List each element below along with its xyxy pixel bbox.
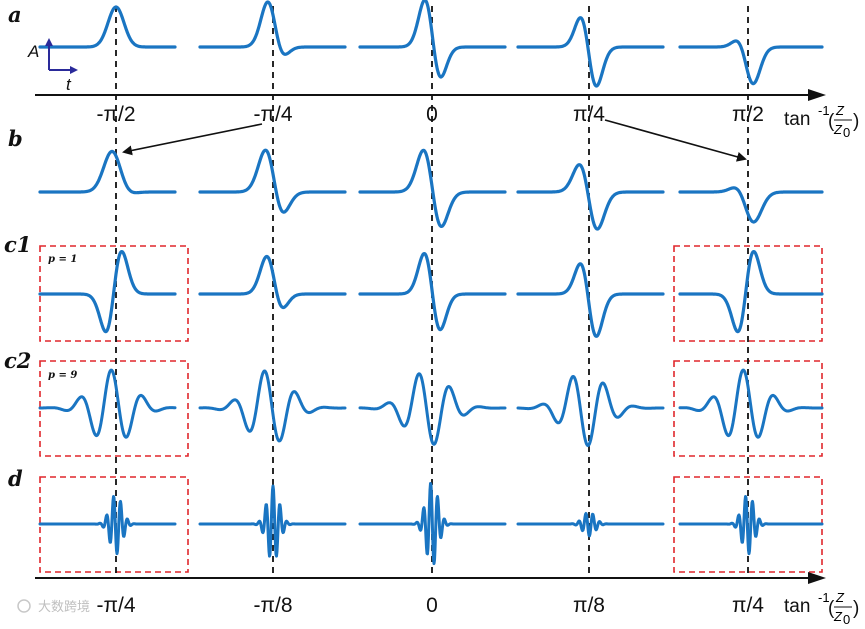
watermark-logo-icon xyxy=(17,599,31,613)
arrow-pi-4-to-row-b xyxy=(604,119,747,162)
bottom-axis-label-sup: -1 xyxy=(818,590,830,605)
bottom-tick-1: -π/4 xyxy=(97,594,136,617)
wave-b-5 xyxy=(678,186,824,224)
bottom-axis-label-paren-open: ( xyxy=(828,598,835,619)
top-tick-5: π/2 xyxy=(732,103,764,126)
bottom-axis: -π/4 -π/8 0 π/8 π/4 tan -1 ( Z Z 0 ) xyxy=(35,572,859,627)
wave-c1-3 xyxy=(358,252,507,332)
row-labels: a b c1 c2 d xyxy=(4,2,31,491)
inset-amplitude-label: A xyxy=(27,42,39,61)
wave-a-3 xyxy=(358,0,507,79)
highlight-box-c2-left xyxy=(39,360,189,457)
bottom-axis-label-main: tan xyxy=(784,596,810,617)
bottom-axis-label-den: Z xyxy=(833,609,843,624)
row-label-a: a xyxy=(8,2,22,27)
panel-note-c2: p = 9 xyxy=(48,370,77,381)
wave-a-4 xyxy=(516,16,665,88)
row-label-c1: c1 xyxy=(4,232,31,257)
wave-c1-1 xyxy=(38,250,177,334)
panel-note-c1: p = 1 xyxy=(48,254,77,265)
top-tick-2: -π/4 xyxy=(254,103,293,126)
top-axis-label-main: tan xyxy=(784,109,810,130)
wave-c1-2 xyxy=(198,254,347,310)
row-label-b: b xyxy=(8,126,23,151)
top-axis-arrowhead xyxy=(808,89,826,101)
top-axis-label-den: Z xyxy=(833,122,843,137)
bottom-axis-label-paren-close: ) xyxy=(853,598,859,619)
top-axis-label-paren-open: ( xyxy=(828,111,835,132)
wave-b-3 xyxy=(358,148,507,228)
amplitude-time-inset: A t xyxy=(27,38,78,94)
wave-d-2 xyxy=(198,484,347,558)
wave-b-2 xyxy=(198,148,347,214)
bottom-axis-label: tan -1 ( Z Z 0 ) xyxy=(784,590,859,627)
bottom-tick-2: -π/8 xyxy=(254,594,293,617)
top-axis: -π/2 -π/4 0 π/4 π/2 tan -1 ( Z Z 0 ) xyxy=(35,89,859,140)
top-axis-label-paren-close: ) xyxy=(853,111,859,132)
inset-time-label: t xyxy=(66,75,72,94)
top-axis-label-den-sub: 0 xyxy=(843,125,850,140)
wave-a-1 xyxy=(38,5,177,49)
waveforms xyxy=(38,0,824,566)
wave-c2-3 xyxy=(358,372,507,446)
top-axis-label-sup: -1 xyxy=(818,103,830,118)
wave-c1-4 xyxy=(516,262,665,338)
arrow-neg-pi-4-to-row-b xyxy=(122,123,263,156)
bottom-tick-4: π/8 xyxy=(573,594,605,617)
top-axis-label-num: Z xyxy=(835,103,845,118)
top-tick-3: 0 xyxy=(426,103,438,126)
bottom-axis-label-den-sub: 0 xyxy=(843,612,850,627)
watermark: 大数跨境 xyxy=(17,599,90,615)
wave-b-4 xyxy=(516,163,665,231)
wave-b-1 xyxy=(38,149,177,195)
top-tick-4: π/4 xyxy=(573,103,605,126)
wave-c1-5 xyxy=(678,250,824,334)
highlight-box-d-left xyxy=(39,476,189,573)
correspondence-arrows xyxy=(122,119,747,162)
wave-c2-4 xyxy=(516,375,665,448)
wave-a-2 xyxy=(198,0,347,56)
bottom-tick-5: π/4 xyxy=(732,594,764,617)
wave-c2-1 xyxy=(38,368,177,439)
bottom-axis-label-num: Z xyxy=(835,590,845,605)
row-label-d: d xyxy=(8,466,23,491)
wave-a-5 xyxy=(678,39,824,86)
bottom-tick-3: 0 xyxy=(426,594,438,617)
wave-c2-2 xyxy=(198,369,347,443)
bottom-axis-arrowhead xyxy=(808,572,826,584)
wave-d-4 xyxy=(516,512,665,538)
wave-d-5 xyxy=(678,495,824,556)
wave-d-3 xyxy=(358,482,507,566)
top-axis-label: tan -1 ( Z Z 0 ) xyxy=(784,103,859,140)
top-tick-1: -π/2 xyxy=(97,103,136,126)
watermark-text: 大数跨境 xyxy=(38,600,90,615)
wave-d-1 xyxy=(38,495,177,556)
wave-c2-5 xyxy=(678,368,824,439)
row-label-c2: c2 xyxy=(4,348,31,373)
highlight-box-c1-left xyxy=(39,245,189,342)
